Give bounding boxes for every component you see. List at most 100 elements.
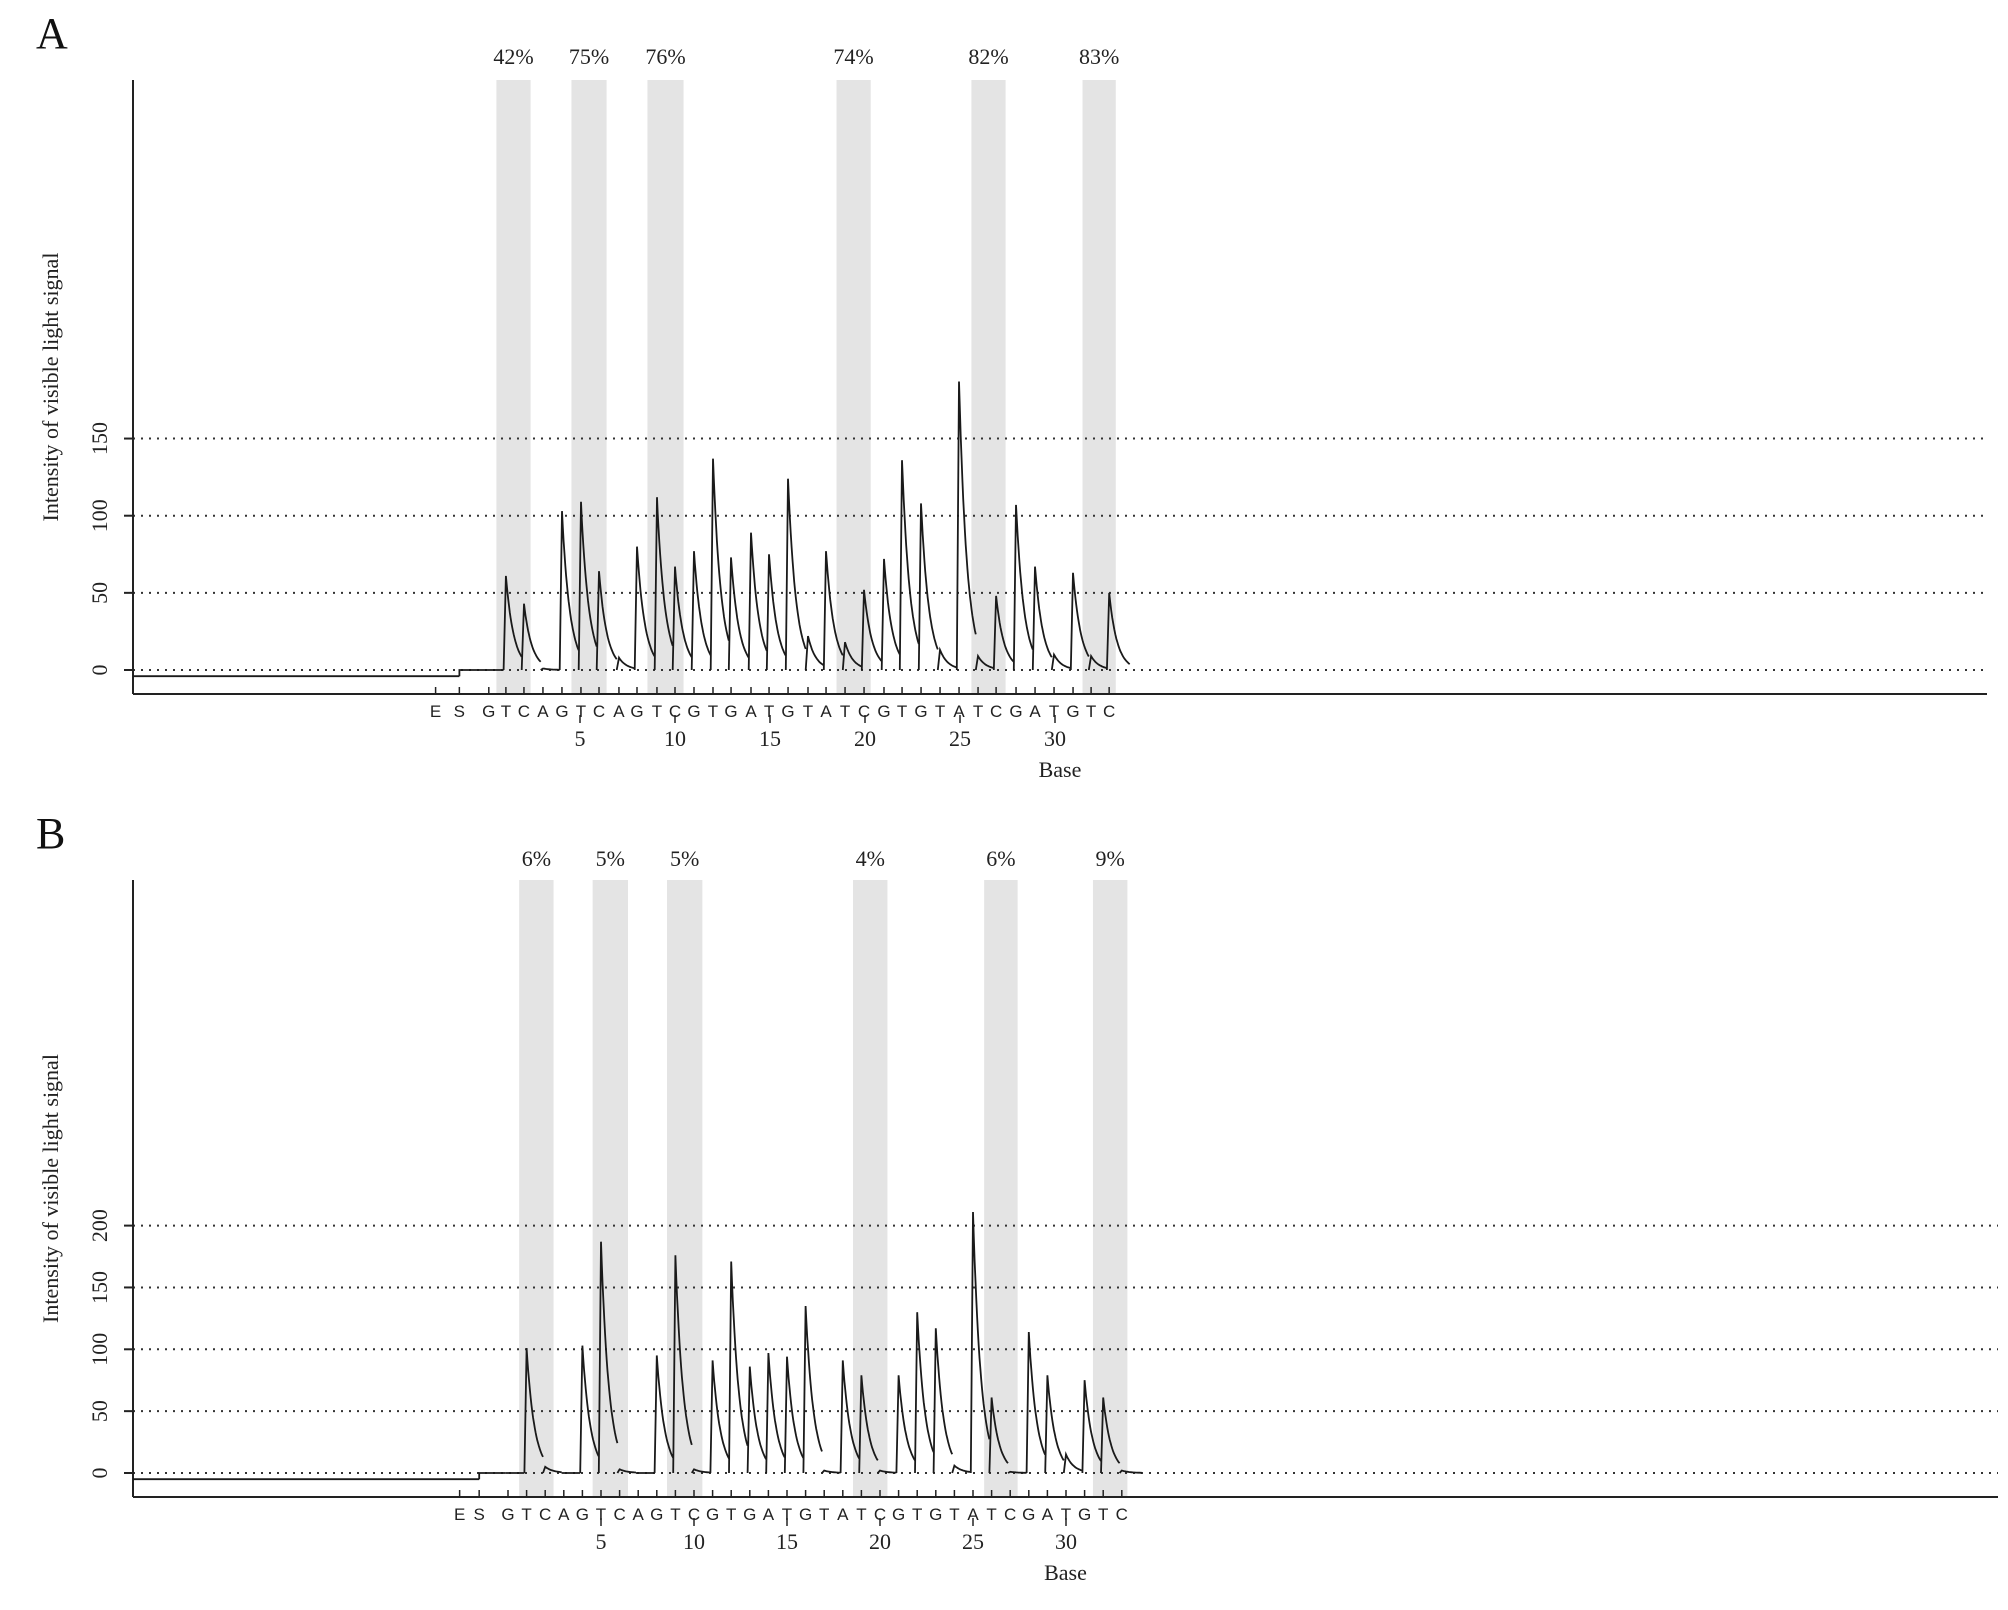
base-letter-a-33: T [1049,702,1059,721]
percent-label-a-5: 82% [968,44,1008,69]
peak-b-12 [672,1255,693,1474]
base-letter-b-21: A [837,1505,849,1524]
peak-b-16 [746,1366,767,1474]
base-letter-a-19: G [781,702,794,721]
highlight-band-b-3 [667,880,703,1497]
base-letter-a-11: G [630,702,643,721]
peak-a-23 [860,589,883,671]
ytick-label-a-50: 50 [87,582,112,604]
percent-label-a-6: 83% [1079,44,1119,69]
base-letter-a-24: G [877,702,890,721]
base-letter-a-12: T [652,702,662,721]
pyrogram-chart-a: 42% 75% 76% 74% 82% 83% 0 50 100 150 Intensity of … [38,44,1987,782]
base-letter-a-27: T [935,702,945,721]
peak-b-8 [597,1241,619,1474]
base-letter-b-16: G [743,1505,756,1524]
base-letter-b-14: G [706,1505,719,1524]
peak-b-2 [478,1472,506,1480]
base-letter-a-7: G [555,702,568,721]
peak-a-12 [653,497,674,671]
base-letter-a-35: T [1086,702,1096,721]
base-letter-b-5: C [539,1505,551,1524]
base-letter-a-4: T [501,702,511,721]
peak-a-14 [690,551,712,671]
peak-a-36 [1106,592,1131,671]
y-axis-title-a: Intensity of visible light signal [38,253,63,522]
peak-b-15 [728,1261,749,1474]
peak-b-9 [616,1468,636,1474]
peak-a-28 [955,381,977,671]
base-letter-b-2: S [473,1505,484,1524]
base-letter-a-14: G [687,702,700,721]
ytick-label-a-0: 0 [87,665,112,676]
peak-a-35 [1087,653,1108,671]
peak-b-24 [895,1375,916,1474]
xtick-label-a-10: 10 [664,726,686,751]
base-letter-a-2: S [454,702,465,721]
base-letter-a-15: T [708,702,718,721]
percent-label-b-2: 5% [596,846,625,871]
peak-b-21 [839,1360,860,1474]
base-letter-b-11: G [650,1505,663,1524]
peak-a-25 [898,460,920,671]
base-letter-b-7: G [576,1505,589,1524]
peak-a-5 [520,603,542,671]
highlight-band-a-6 [1082,80,1116,694]
xtick-label-a-15: 15 [759,726,781,751]
base-letter-a-13: C [669,702,681,721]
base-letter-b-9: C [613,1505,625,1524]
base-letter-b-15: T [726,1505,736,1524]
base-letter-a-28: A [953,702,965,721]
peak-b-31 [1025,1331,1047,1474]
peak-a-33 [1050,651,1071,671]
base-letter-b-24: G [892,1505,905,1524]
peak-b-28 [969,1211,991,1474]
peak-a-26 [917,503,939,671]
base-letter-a-6: A [537,702,549,721]
base-letter-b-18: T [782,1505,792,1524]
x-axis-title-b: Base [1044,1560,1087,1585]
base-letter-a-5: C [518,702,530,721]
peak-a-18 [765,554,787,671]
peak-b-27 [951,1463,971,1474]
ytick-label-a-150: 150 [87,422,112,455]
panel-b: B 6% 5% 5% 4% 6% 9% 0 50 100 150 200 Intensity of v… [0,800,2008,1605]
peak-a-30 [992,595,1015,671]
base-letter-b-4: T [521,1505,531,1524]
peak-b-20 [821,1469,841,1474]
peak-b-22 [858,1375,879,1474]
base-letter-a-30: C [990,702,1002,721]
ytick-label-b-50: 50 [87,1400,112,1422]
peak-b-29 [988,1397,1009,1474]
base-letter-b-13: C [688,1505,700,1524]
ytick-label-a-100: 100 [87,499,112,532]
peak-a-24 [880,558,901,671]
base-letter-a-21: A [820,702,832,721]
xtick-label-a-5: 5 [575,726,586,751]
base-letter-b-8: T [596,1505,606,1524]
base-letter-b-10: A [633,1505,645,1524]
panel-b-letter: B [36,809,66,858]
base-letter-b-28: A [967,1505,979,1524]
percent-label-a-4: 74% [833,44,873,69]
base-letter-a-8: T [576,702,586,721]
base-letter-a-9: C [593,702,605,721]
base-letter-b-36: C [1116,1505,1128,1524]
peak-b-23 [877,1469,897,1474]
base-letter-a-1: E [430,702,441,721]
peak-a-7 [558,511,580,671]
peak-a-16 [727,557,750,671]
highlight-band-b-1 [519,880,554,1497]
base-letter-a-26: G [914,702,927,721]
percent-label-b-3: 5% [670,846,699,871]
peak-a-10 [615,655,635,671]
xtick-label-b-25: 25 [962,1529,984,1554]
percent-label-a-1: 42% [493,44,533,69]
peak-a-11 [633,546,656,671]
base-letter-a-36: C [1103,702,1115,721]
peak-a-21 [822,551,844,671]
base-letter-a-20: T [803,702,813,721]
peak-a-34 [1069,572,1090,671]
peak-a-27 [936,646,958,671]
y-axis-title-b: Intensity of visible light signal [38,1054,63,1323]
